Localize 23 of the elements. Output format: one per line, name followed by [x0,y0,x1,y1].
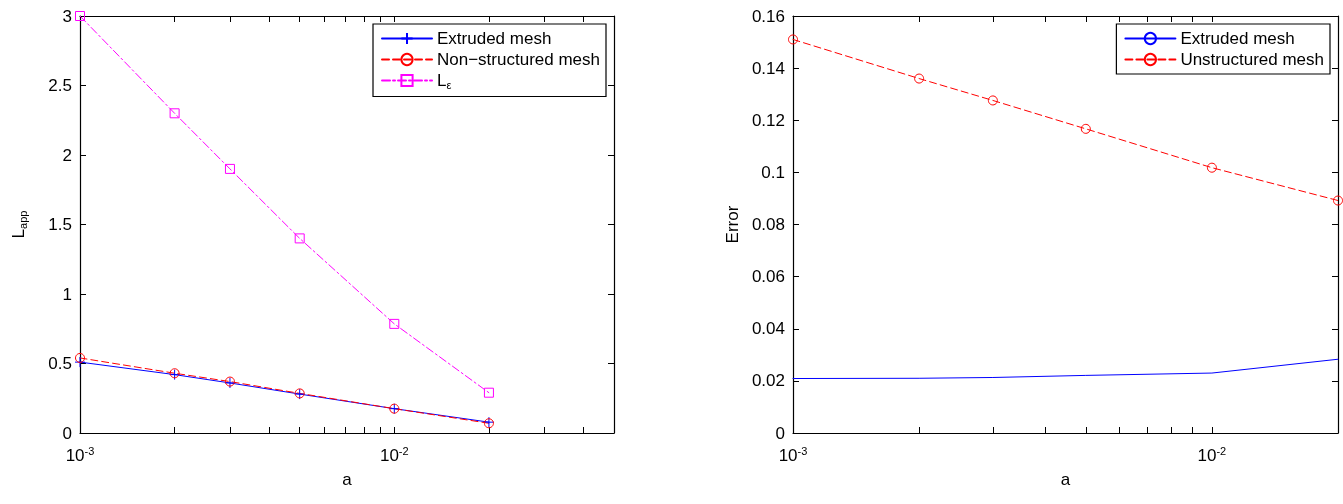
y-tick-label: 2.5 [48,76,72,95]
legend-label: Extruded mesh [1180,29,1295,48]
y-tick-label: 1.5 [48,215,72,234]
legend-label: Extruded mesh [437,29,552,48]
x-axis-title: a [1060,470,1071,489]
y-tick-label: 1 [62,284,72,304]
y-tick-label: 0.08 [751,215,785,234]
legend-label: Non−structured mesh [437,50,601,69]
y-tick-label: 3 [62,6,72,26]
y-tick-label: 0.16 [751,6,785,26]
y-tick-label: 0.5 [48,354,72,373]
y-tick-label: 0.06 [751,267,785,287]
y-tick-label: 0 [775,423,785,443]
y-tick-label: 0.1 [761,162,785,182]
legend-label: Unstructured mesh [1180,50,1325,69]
y-tick-label: 0.14 [751,58,785,78]
y-tick-label: 0.12 [751,110,785,130]
y-tick-label: 0 [62,423,72,443]
y-tick-label: 2 [62,145,72,165]
y-tick-label: 0.04 [751,319,785,339]
y-tick-label: 0.02 [751,371,785,391]
x-axis-title: a [342,470,353,489]
y-axis-title: Error [723,205,742,244]
